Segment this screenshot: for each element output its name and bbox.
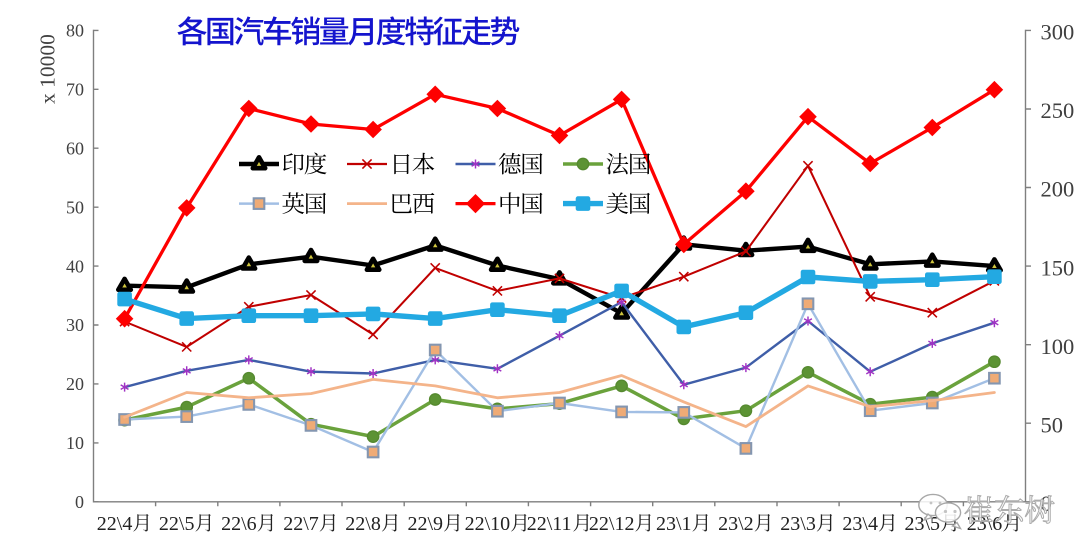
svg-text:22\12: 22\12 bbox=[589, 513, 635, 535]
svg-text:60: 60 bbox=[66, 138, 84, 158]
svg-text:250: 250 bbox=[1041, 98, 1075, 123]
svg-text:22\5: 22\5 bbox=[159, 513, 195, 535]
svg-text:22\10: 22\10 bbox=[465, 513, 511, 535]
svg-text:23\5: 23\5 bbox=[905, 513, 941, 535]
svg-text:80: 80 bbox=[66, 21, 84, 41]
svg-text:0: 0 bbox=[75, 492, 84, 512]
svg-text:100: 100 bbox=[1041, 334, 1075, 359]
svg-text:50: 50 bbox=[66, 197, 84, 217]
svg-text:x 10000: x 10000 bbox=[36, 34, 60, 104]
svg-text:10: 10 bbox=[66, 433, 84, 453]
svg-text:50: 50 bbox=[1041, 412, 1064, 437]
svg-text:150: 150 bbox=[1041, 255, 1075, 280]
svg-text:22\4: 22\4 bbox=[97, 513, 133, 535]
svg-text:22\6: 22\6 bbox=[221, 513, 257, 535]
svg-text:20: 20 bbox=[66, 374, 84, 394]
svg-text:40: 40 bbox=[66, 256, 84, 276]
svg-text:23\1: 23\1 bbox=[656, 513, 692, 535]
svg-text:22\8: 22\8 bbox=[345, 513, 381, 535]
svg-text:23\3: 23\3 bbox=[780, 513, 816, 535]
svg-text:22\11: 22\11 bbox=[527, 513, 572, 535]
svg-text:23\4: 23\4 bbox=[842, 513, 878, 535]
svg-text:200: 200 bbox=[1041, 177, 1075, 202]
svg-text:22\9: 22\9 bbox=[408, 513, 444, 535]
svg-text:30: 30 bbox=[66, 315, 84, 335]
svg-text:22\7: 22\7 bbox=[283, 513, 319, 535]
svg-text:23\2: 23\2 bbox=[718, 513, 754, 535]
svg-text:70: 70 bbox=[66, 80, 84, 100]
svg-text:23\6: 23\6 bbox=[967, 513, 1003, 535]
svg-text:300: 300 bbox=[1041, 20, 1075, 45]
